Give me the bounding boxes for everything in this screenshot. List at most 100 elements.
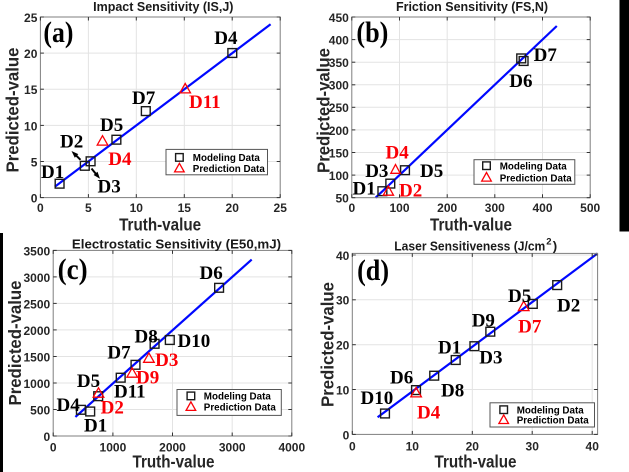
svg-text:Modeling Data: Modeling Data [517, 405, 584, 417]
svg-text:0: 0 [343, 428, 350, 442]
svg-text:D3: D3 [98, 176, 121, 197]
svg-text:20: 20 [226, 201, 240, 215]
svg-text:Truth-value: Truth-value [133, 451, 215, 471]
svg-text:Truth-value: Truth-value [435, 451, 517, 471]
svg-text:2500: 2500 [23, 297, 50, 311]
svg-text:D2: D2 [60, 132, 83, 153]
svg-text:D5: D5 [420, 161, 443, 182]
svg-text:400: 400 [329, 34, 349, 48]
svg-text:Prediction Data: Prediction Data [204, 402, 276, 414]
svg-text:25: 25 [274, 201, 288, 215]
svg-text:D6: D6 [200, 263, 223, 284]
svg-text:Prediction Data: Prediction Data [500, 172, 572, 184]
svg-text:D9: D9 [136, 368, 159, 389]
svg-text:D8: D8 [135, 327, 158, 348]
svg-text:0: 0 [31, 192, 38, 206]
svg-text:D7: D7 [132, 88, 156, 109]
svg-text:D3: D3 [155, 350, 178, 371]
svg-text:0: 0 [44, 430, 51, 444]
svg-text:250: 250 [329, 101, 349, 115]
svg-text:3000: 3000 [23, 271, 50, 285]
svg-text:300: 300 [485, 201, 505, 215]
svg-text:D2: D2 [399, 181, 422, 202]
svg-text:Predicted-value: Predicted-value [3, 47, 23, 172]
svg-text:Modeling Data: Modeling Data [500, 161, 567, 173]
svg-text:15: 15 [24, 83, 38, 97]
svg-text:D2: D2 [101, 398, 124, 419]
svg-text:D5: D5 [100, 115, 123, 136]
svg-text:Friction Sensitivity (FS,N): Friction Sensitivity (FS,N) [396, 0, 548, 14]
svg-text:150: 150 [329, 146, 349, 160]
svg-text:D5: D5 [77, 371, 100, 392]
svg-text:Electrostatic Sensitivity (E50: Electrostatic Sensitivity (E50,mJ) [72, 236, 281, 251]
svg-text:4000: 4000 [278, 440, 305, 454]
svg-text:D6: D6 [390, 368, 413, 389]
svg-text:): ) [553, 238, 557, 253]
svg-text:Truth-value: Truth-value [430, 214, 512, 234]
svg-text:10: 10 [130, 201, 144, 215]
svg-text:1500: 1500 [23, 350, 50, 364]
svg-text:D2: D2 [557, 296, 580, 317]
svg-text:20: 20 [466, 439, 480, 453]
svg-text:Truth-value: Truth-value [119, 214, 201, 234]
svg-text:100: 100 [329, 169, 349, 183]
svg-text:30: 30 [526, 439, 540, 453]
svg-text:Prediction Data: Prediction Data [193, 163, 265, 175]
svg-text:5: 5 [85, 201, 92, 215]
svg-text:D4: D4 [417, 403, 441, 424]
svg-text:D4: D4 [108, 149, 132, 170]
svg-text:10: 10 [336, 383, 350, 397]
svg-text:Impact Sensitivity (IS,J): Impact Sensitivity (IS,J) [93, 0, 233, 14]
svg-text:Predicted-value: Predicted-value [5, 280, 25, 405]
svg-text:0: 0 [349, 439, 356, 453]
svg-text:10: 10 [24, 119, 38, 133]
svg-text:3500: 3500 [23, 244, 50, 258]
svg-text:D4: D4 [57, 395, 81, 416]
svg-text:D1: D1 [353, 179, 376, 200]
svg-text:D11: D11 [114, 382, 146, 403]
svg-text:2: 2 [546, 236, 551, 247]
svg-text:0: 0 [50, 440, 57, 454]
svg-text:15: 15 [178, 201, 192, 215]
svg-text:D3: D3 [479, 348, 502, 369]
svg-text:0: 0 [348, 201, 355, 215]
svg-text:450: 450 [329, 11, 349, 25]
svg-text:350: 350 [329, 56, 349, 70]
svg-text:400: 400 [532, 201, 552, 215]
svg-text:Predicted-value: Predicted-value [313, 48, 333, 173]
svg-text:D7: D7 [534, 45, 558, 66]
svg-text:0: 0 [37, 201, 44, 215]
svg-text:D8: D8 [441, 381, 464, 402]
svg-text:D3: D3 [365, 161, 388, 182]
svg-text:(a): (a) [43, 16, 73, 49]
svg-text:D6: D6 [509, 71, 532, 92]
svg-text:40: 40 [336, 249, 350, 263]
svg-text:20: 20 [24, 47, 38, 61]
svg-text:300: 300 [329, 79, 349, 93]
svg-text:Prediction Data: Prediction Data [517, 415, 589, 427]
svg-text:D1: D1 [84, 416, 107, 437]
svg-text:1000: 1000 [100, 440, 127, 454]
svg-text:1000: 1000 [23, 377, 50, 391]
svg-text:25: 25 [24, 11, 38, 25]
svg-text:2000: 2000 [159, 440, 186, 454]
svg-text:200: 200 [329, 124, 349, 138]
svg-text:D4: D4 [214, 28, 238, 49]
svg-text:Modeling Data: Modeling Data [193, 152, 260, 164]
svg-text:D10: D10 [361, 388, 394, 409]
svg-text:500: 500 [580, 201, 600, 215]
svg-text:50: 50 [335, 192, 349, 206]
svg-text:20: 20 [336, 339, 350, 353]
svg-text:D7: D7 [518, 317, 542, 338]
svg-text:(d): (d) [357, 254, 389, 287]
svg-text:D5: D5 [508, 286, 531, 307]
svg-text:Modeling Data: Modeling Data [204, 391, 271, 403]
svg-text:D4: D4 [386, 143, 410, 164]
svg-text:D9: D9 [472, 311, 495, 332]
svg-text:Laser Sensitiveness (J/cm: Laser Sensitiveness (J/cm [394, 238, 545, 253]
svg-text:40: 40 [586, 439, 600, 453]
svg-text:D11: D11 [189, 92, 221, 113]
svg-text:(b): (b) [356, 16, 388, 49]
svg-text:D1: D1 [41, 162, 64, 183]
svg-text:Predicted-value: Predicted-value [318, 282, 338, 407]
